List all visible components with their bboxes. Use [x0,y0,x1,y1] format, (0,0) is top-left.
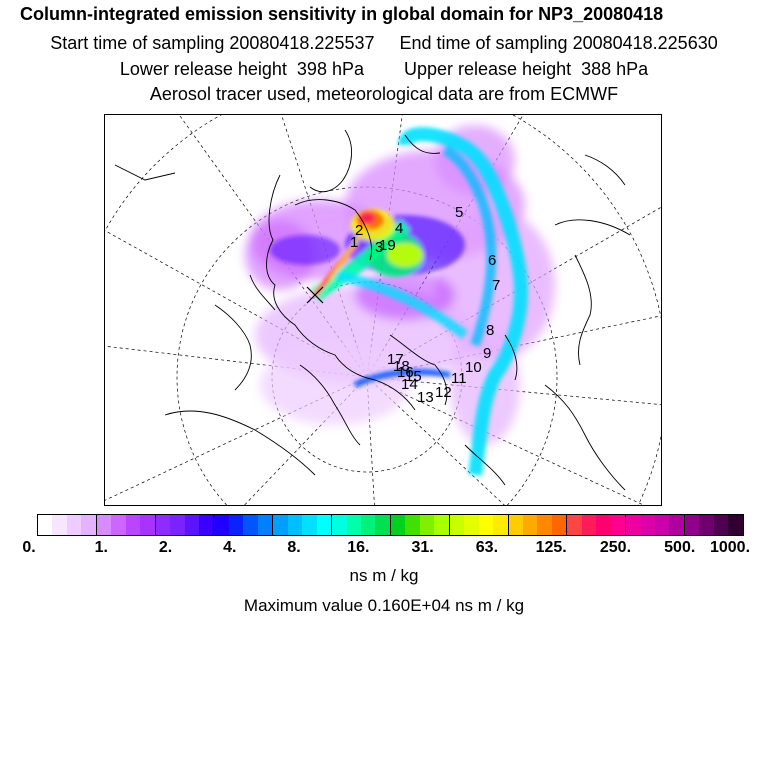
colorbar-cell [96,515,112,535]
colorbar-tick-label: 0. [22,539,36,556]
colorbar-tick-label: 4. [223,539,237,556]
colorbar-cell [228,515,244,535]
colorbar-cell [405,515,420,535]
colorbar-cell [669,515,685,535]
colorbar-cell [360,515,376,535]
colorbar-cell [464,515,479,535]
day-label: 18 [393,358,410,375]
polar-map-panel: 1 2 3 4 5 6 7 8 9 10 11 12 13 14 15 16 17 18 19 [104,114,662,506]
colorbar-tick-label: 250. [599,539,632,556]
release-location-marker [306,286,324,304]
day-label: 4 [395,220,403,237]
colorbar-cell [434,515,450,535]
day-label: 2 [355,222,363,239]
colorbar-cell [346,515,361,535]
colorbar-cell [155,515,171,535]
colorbar-cell [66,515,82,535]
sensitivity-field [245,125,555,445]
colorbar-tick-label: 8. [287,539,301,556]
colorbar-cell [375,515,391,535]
tracer-info: Aerosol tracer used, meteorological data… [149,84,619,104]
colorbar-cell [198,515,215,535]
colorbar-cell [214,515,229,535]
colorbar-cell [713,515,729,535]
day-label: 13 [417,389,434,406]
colorbar-cell [537,515,552,535]
sensitivity-core [270,127,528,477]
sampling-times: Start time of sampling 20080418.225537 E… [50,33,718,53]
day-label: 12 [435,384,452,401]
colorbar-cell [581,515,597,535]
colorbar-cell [125,515,141,535]
colorbar-cell [478,515,494,535]
colorbar-tick-label: 63. [475,539,499,556]
release-heights: Lower release height 398 hPa Upper relea… [119,59,649,79]
coastlines [114,129,631,491]
colorbar-cell [170,515,185,535]
day-label: 8 [486,322,494,339]
day-label: 16 [397,364,414,381]
day-label: 19 [379,237,396,254]
colorbar-cell [684,515,700,535]
colorbar-cell [655,515,670,535]
colorbar-tick-label: 16. [347,539,370,556]
colorbar-cell [332,515,347,535]
colorbar-cell [273,515,288,535]
colorbar-tick-label: 2. [158,539,173,556]
day-label: 5 [455,204,463,221]
colorbar-cell [316,515,333,535]
day-label: 6 [488,252,496,269]
day-label: 11 [451,370,467,387]
colorbar-cell [522,515,538,535]
day-label: 1 [350,234,358,251]
colorbar-tick-label: 1000. [709,539,751,556]
colorbar-tick-label: 1. [94,539,108,556]
colorbar-cell [419,515,435,535]
colorbar-cell [111,515,126,535]
colorbar-cell [390,515,406,535]
colorbar-cell [81,515,97,535]
colorbar-cell [52,515,67,535]
colorbar-cell [184,515,199,535]
colorbar-cell [287,515,303,535]
day-label: 14 [401,376,418,393]
colorbar-cell [508,515,523,535]
day-label: 10 [465,359,482,376]
colorbar-cell [302,515,317,535]
colorbar-cell [38,515,53,535]
colorbar-unit: ns m / kg [349,566,419,585]
maximum-value-label: Maximum value 0.160E+04 ns m / kg [243,596,525,615]
day-label: 17 [387,351,404,368]
colorbar-cell [567,515,582,535]
colorbar [37,514,744,536]
day-label: 7 [492,277,500,294]
colorbar-cell [640,515,656,535]
colorbar-cell [551,515,568,535]
colorbar-cell [257,515,274,535]
colorbar-cell [449,515,465,535]
colorbar-tick-label: 31. [411,539,434,556]
colorbar-cell [596,515,611,535]
colorbar-cell [243,515,258,535]
colorbar-cell [699,515,714,535]
colorbar-tick-label: 500. [664,539,696,556]
colorbar-cell [610,515,627,535]
colorbar-cell [140,515,156,535]
colorbar-cell [626,515,641,535]
colorbar-cell [728,515,743,535]
colorbar-cell [493,515,509,535]
day-label: 15 [405,368,422,385]
plot-title: Column-integrated emission sensitivity i… [20,4,664,24]
day-label: 9 [483,345,491,362]
colorbar-tick-label: 125. [535,539,567,556]
day-label: 3 [375,239,383,256]
